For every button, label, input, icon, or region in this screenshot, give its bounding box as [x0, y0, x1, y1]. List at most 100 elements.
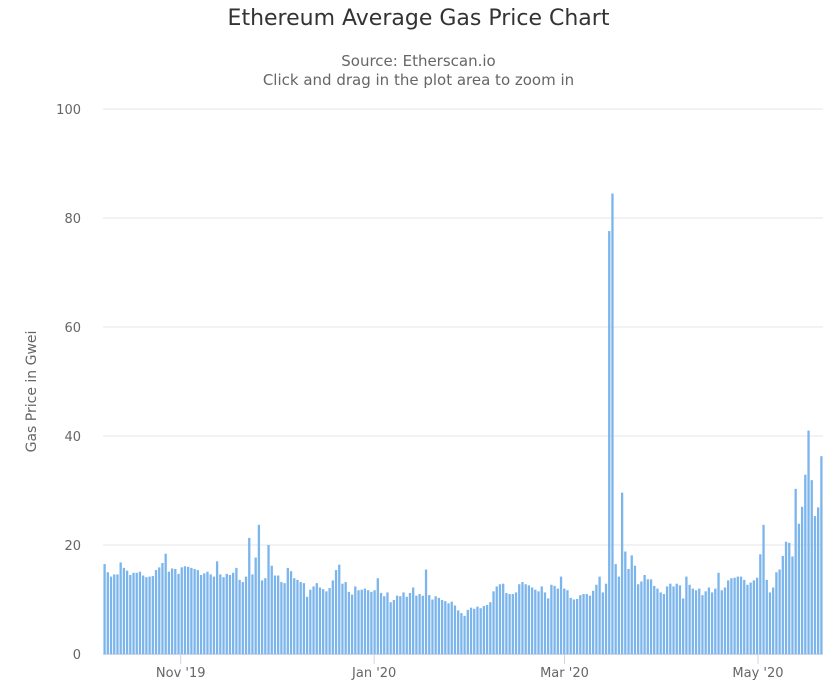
bar[interactable]	[527, 585, 531, 654]
bar[interactable]	[511, 594, 514, 654]
bar[interactable]	[392, 600, 396, 654]
bar[interactable]	[309, 589, 312, 654]
bar[interactable]	[682, 598, 685, 654]
bar[interactable]	[386, 592, 389, 654]
bar[interactable]	[142, 575, 145, 654]
bar[interactable]	[502, 583, 505, 654]
bar[interactable]	[447, 603, 450, 654]
bar[interactable]	[701, 595, 704, 654]
bar[interactable]	[592, 590, 595, 654]
bar[interactable]	[794, 488, 797, 654]
bar[interactable]	[418, 594, 421, 654]
bar[interactable]	[280, 582, 283, 654]
bar[interactable]	[691, 588, 694, 654]
bar[interactable]	[116, 574, 119, 654]
bar[interactable]	[572, 599, 576, 655]
bar[interactable]	[485, 604, 489, 654]
bar[interactable]	[199, 574, 203, 654]
bar[interactable]	[710, 592, 714, 654]
bar[interactable]	[264, 578, 267, 654]
bar[interactable]	[145, 577, 148, 654]
bar[interactable]	[768, 592, 772, 654]
bar[interactable]	[379, 592, 383, 654]
bar[interactable]	[608, 231, 611, 654]
bar[interactable]	[193, 568, 196, 654]
bar[interactable]	[604, 583, 608, 654]
bar[interactable]	[260, 580, 264, 654]
bar[interactable]	[614, 564, 617, 654]
bar[interactable]	[341, 583, 344, 654]
bar[interactable]	[296, 579, 299, 654]
bar[interactable]	[643, 574, 646, 654]
bar[interactable]	[257, 524, 261, 654]
bar[interactable]	[656, 588, 659, 654]
bar[interactable]	[293, 578, 296, 654]
bar[interactable]	[283, 583, 286, 654]
bar[interactable]	[244, 576, 248, 654]
bar[interactable]	[556, 588, 559, 654]
bar[interactable]	[318, 587, 322, 654]
bar[interactable]	[720, 590, 723, 654]
bar[interactable]	[733, 577, 736, 654]
bar[interactable]	[405, 596, 408, 654]
bar[interactable]	[665, 586, 669, 654]
bar[interactable]	[113, 574, 116, 654]
bar[interactable]	[662, 594, 666, 654]
bar[interactable]	[537, 591, 540, 654]
bar[interactable]	[588, 595, 592, 654]
bar[interactable]	[717, 572, 720, 654]
bar[interactable]	[633, 565, 637, 654]
bar[interactable]	[203, 573, 206, 654]
bar[interactable]	[482, 606, 486, 654]
bar[interactable]	[122, 567, 126, 654]
bar[interactable]	[183, 566, 187, 654]
bar[interactable]	[547, 598, 550, 654]
bar[interactable]	[707, 587, 711, 654]
bar[interactable]	[543, 592, 547, 654]
bar[interactable]	[659, 592, 662, 654]
bar[interactable]	[138, 571, 142, 654]
bar[interactable]	[704, 591, 707, 654]
bar[interactable]	[334, 570, 338, 654]
bar[interactable]	[765, 579, 768, 654]
bar[interactable]	[817, 507, 820, 654]
bar[interactable]	[232, 572, 235, 654]
bar[interactable]	[151, 576, 154, 654]
bar[interactable]	[791, 556, 794, 654]
bar[interactable]	[582, 594, 585, 654]
bar[interactable]	[331, 580, 334, 654]
bar[interactable]	[164, 553, 167, 654]
bar[interactable]	[344, 582, 347, 654]
bar[interactable]	[212, 576, 216, 654]
bar[interactable]	[550, 584, 553, 654]
bar[interactable]	[775, 572, 778, 654]
bar[interactable]	[694, 590, 698, 654]
bar[interactable]	[161, 562, 164, 654]
bar[interactable]	[302, 583, 306, 654]
bar[interactable]	[678, 585, 682, 654]
bar[interactable]	[736, 576, 739, 654]
bar[interactable]	[530, 587, 534, 654]
bar[interactable]	[158, 567, 161, 654]
bar[interactable]	[434, 596, 437, 654]
bar[interactable]	[675, 583, 678, 654]
bar[interactable]	[289, 571, 293, 654]
bar[interactable]	[649, 579, 653, 654]
bar[interactable]	[421, 595, 424, 654]
bar[interactable]	[559, 576, 563, 654]
bar[interactable]	[312, 586, 315, 654]
bar[interactable]	[505, 592, 508, 654]
bar[interactable]	[367, 590, 370, 654]
bar[interactable]	[109, 576, 113, 654]
bar[interactable]	[669, 583, 672, 654]
bar[interactable]	[415, 595, 418, 654]
bar[interactable]	[299, 582, 302, 654]
bar[interactable]	[251, 574, 254, 654]
bar[interactable]	[270, 565, 273, 654]
bar[interactable]	[286, 567, 289, 654]
bar[interactable]	[148, 576, 151, 654]
bar[interactable]	[267, 545, 270, 654]
bar[interactable]	[437, 597, 441, 654]
bar[interactable]	[463, 615, 466, 654]
bar[interactable]	[788, 542, 791, 654]
